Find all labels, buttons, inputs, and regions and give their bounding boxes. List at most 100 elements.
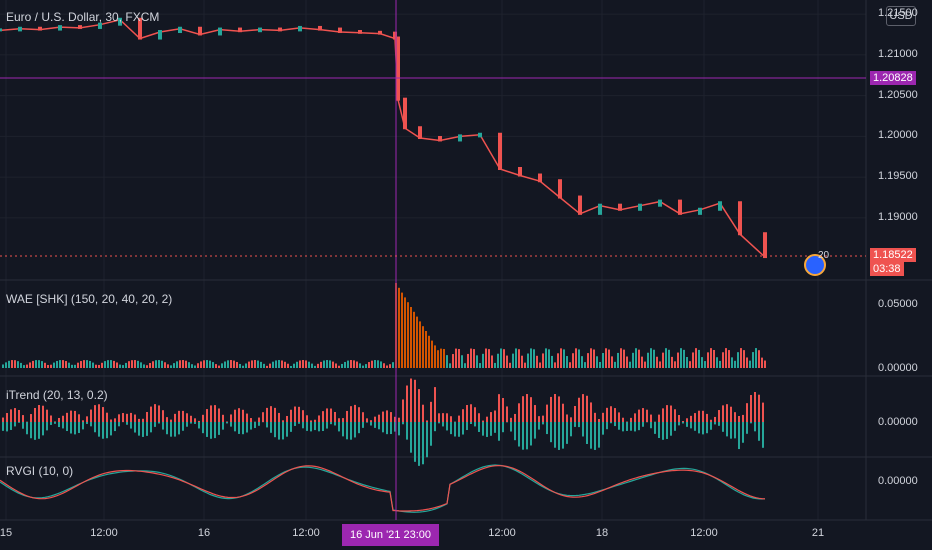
itrend-bar bbox=[6, 422, 8, 432]
wae-bar bbox=[77, 362, 79, 368]
wae-bar bbox=[605, 348, 607, 368]
wae-bar bbox=[614, 361, 616, 368]
itrend-bar bbox=[218, 408, 220, 422]
wae-bar bbox=[350, 360, 352, 368]
wae-bar bbox=[467, 353, 469, 368]
wae-bar bbox=[92, 362, 94, 368]
replay-icon[interactable] bbox=[804, 254, 826, 276]
itrend-bar bbox=[166, 422, 168, 435]
itrend-bar bbox=[510, 417, 512, 422]
itrend-bar bbox=[738, 415, 740, 422]
itrend-bar bbox=[514, 422, 516, 441]
symbol-title[interactable]: Euro / U.S. Dollar, 30, FXCM bbox=[6, 10, 160, 24]
itrend-bar bbox=[202, 414, 204, 422]
itrend-bar bbox=[506, 406, 508, 422]
price-candle bbox=[618, 203, 622, 211]
price-candle bbox=[198, 26, 202, 36]
itrend-bar bbox=[138, 422, 140, 436]
wae-bar bbox=[545, 348, 547, 368]
itrend-bar bbox=[610, 406, 612, 422]
wae-bar bbox=[374, 360, 376, 368]
itrend-bar bbox=[94, 422, 96, 433]
currency-button[interactable]: USD bbox=[886, 6, 916, 26]
itrend-bar bbox=[62, 415, 64, 422]
itrend-bar bbox=[526, 422, 528, 450]
wae-bar bbox=[719, 360, 721, 368]
wae-title[interactable]: WAE [SHK] (150, 20, 40, 20, 2) bbox=[6, 292, 173, 306]
itrend-bar bbox=[546, 404, 548, 422]
itrend-bar bbox=[526, 394, 528, 422]
itrend-bar bbox=[450, 422, 452, 435]
itrend-title[interactable]: iTrend (20, 13, 0.2) bbox=[6, 388, 108, 402]
itrend-bar bbox=[402, 422, 404, 425]
itrend-bar bbox=[246, 422, 248, 433]
wae-bar bbox=[365, 364, 367, 368]
wae-bar bbox=[593, 349, 595, 368]
itrend-bar bbox=[354, 404, 356, 422]
itrend-bar bbox=[670, 422, 672, 436]
wae-bar bbox=[170, 365, 172, 368]
wae-bar bbox=[368, 362, 370, 368]
wae-bar bbox=[638, 349, 640, 368]
wae-bar bbox=[2, 364, 4, 368]
wae-bar bbox=[668, 349, 670, 368]
wae-bar bbox=[677, 352, 679, 368]
itrend-bar bbox=[342, 422, 344, 437]
itrend-bar bbox=[250, 422, 252, 430]
wae-bar bbox=[461, 355, 463, 368]
itrend-bar bbox=[618, 412, 620, 422]
price-candle bbox=[538, 173, 542, 183]
itrend-bar bbox=[270, 406, 272, 422]
wae-bar bbox=[692, 352, 694, 368]
time-tick: 15 bbox=[0, 527, 13, 539]
wae-bar bbox=[758, 350, 760, 368]
itrend-bar bbox=[578, 422, 580, 428]
rvgi-title[interactable]: RVGI (10, 0) bbox=[6, 464, 74, 478]
itrend-bar bbox=[174, 413, 176, 422]
itrend-bar bbox=[430, 422, 432, 446]
wae-bar bbox=[701, 357, 703, 368]
price-candle bbox=[393, 31, 397, 40]
itrend-bar bbox=[434, 422, 436, 432]
wae-bar bbox=[137, 360, 139, 368]
wae-bar bbox=[710, 348, 712, 368]
wae-bar bbox=[479, 363, 481, 368]
price-candle bbox=[0, 28, 2, 32]
wae-bar bbox=[116, 362, 118, 368]
itrend-bar bbox=[518, 403, 520, 422]
wae-bar bbox=[230, 360, 232, 368]
itrend-bar bbox=[450, 416, 452, 422]
wae-bar bbox=[647, 352, 649, 368]
itrend-bar bbox=[718, 422, 720, 426]
wae-bar bbox=[371, 360, 373, 368]
itrend-bar bbox=[562, 422, 564, 449]
itrend-bar bbox=[390, 412, 392, 422]
itrend-bar bbox=[566, 414, 568, 422]
itrend-bar bbox=[402, 399, 404, 422]
itrend-bar bbox=[678, 422, 680, 426]
itrend-bar bbox=[258, 417, 260, 422]
itrend-bar bbox=[726, 422, 728, 437]
itrend-bar bbox=[538, 416, 540, 422]
itrend-bar bbox=[334, 422, 336, 426]
price-candle bbox=[396, 36, 400, 101]
itrend-bar bbox=[466, 422, 468, 431]
wae-bar bbox=[353, 360, 355, 368]
itrend-bar bbox=[638, 409, 640, 422]
itrend-bar bbox=[346, 410, 348, 422]
itrend-bar bbox=[598, 419, 600, 422]
itrend-bar bbox=[18, 422, 20, 423]
itrend-bar bbox=[714, 422, 716, 425]
wae-bar bbox=[413, 311, 415, 368]
itrend-bar bbox=[454, 422, 456, 437]
wae-bar bbox=[716, 357, 718, 368]
itrend-bar bbox=[346, 422, 348, 440]
itrend-bar bbox=[362, 422, 364, 428]
wae-bar bbox=[743, 350, 745, 368]
wae-bar bbox=[131, 360, 133, 368]
itrend-bar bbox=[394, 422, 396, 432]
wae-bar bbox=[722, 352, 724, 368]
itrend-bar bbox=[630, 422, 632, 431]
